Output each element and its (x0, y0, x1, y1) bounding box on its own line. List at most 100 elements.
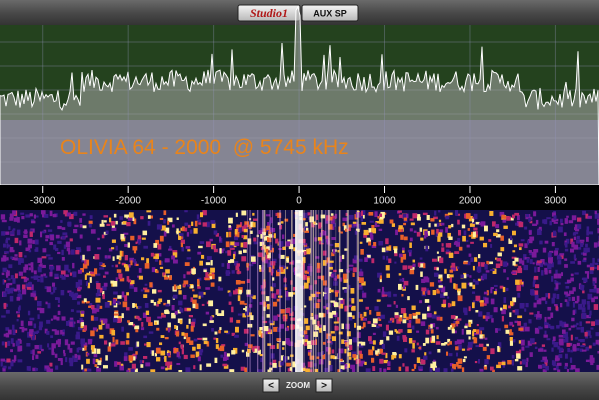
wf-dot (451, 267, 456, 272)
wf-dot (51, 329, 57, 332)
wf-dot (0, 214, 6, 220)
wf-dot (386, 255, 389, 261)
wf-dot (203, 269, 207, 273)
wf-dot (350, 223, 356, 228)
wf-dot (501, 214, 505, 219)
wf-dot (184, 210, 188, 213)
wf-dot (551, 297, 555, 304)
wf-dot (34, 249, 38, 252)
wf-dot (551, 242, 555, 247)
wf-dot (20, 212, 25, 215)
wf-dot (226, 355, 229, 361)
wf-dot (348, 339, 352, 345)
wf-dot (548, 269, 552, 274)
wf-dot (366, 237, 371, 243)
wf-dot (51, 343, 56, 349)
wf-dot (496, 364, 501, 369)
zoom-prev[interactable] (262, 378, 280, 393)
wf-dot (430, 329, 434, 334)
wf-dot (472, 330, 475, 337)
wf-dot (86, 272, 91, 276)
zoom-next[interactable] (315, 378, 333, 393)
wf-dot (315, 302, 320, 309)
wf-carrier (295, 210, 303, 372)
wf-dot (245, 312, 249, 316)
wf-dot (585, 336, 589, 339)
wf-dot (246, 307, 249, 314)
wf-dot (105, 230, 109, 235)
wf-dot (407, 249, 413, 253)
wf-dot (169, 275, 172, 281)
wf-dot (78, 347, 83, 351)
wf-dot (451, 328, 455, 334)
wf-dot (398, 227, 402, 232)
wf-dot (412, 312, 417, 316)
wf-dot (241, 256, 247, 262)
wf-dot (103, 215, 109, 218)
wf-dot (97, 237, 100, 241)
wf-dot (210, 267, 215, 273)
wf-dot (238, 289, 242, 294)
wf-dot (394, 261, 397, 264)
radio-button[interactable] (237, 4, 301, 22)
aux-button[interactable] (301, 4, 359, 22)
wf-dot (420, 359, 426, 365)
wf-dot (339, 300, 344, 305)
wf-dot (573, 324, 578, 328)
wf-dot (529, 250, 532, 256)
wf-dot (449, 363, 454, 367)
wf-dot (29, 332, 34, 338)
wf-dot (417, 262, 421, 267)
wf-dot (369, 232, 373, 239)
wf-dot (450, 315, 456, 319)
wf-dot (17, 314, 20, 318)
wf-dot (56, 316, 60, 321)
wf-dot (72, 262, 75, 269)
wf-dot (585, 247, 590, 253)
wf-dot (241, 349, 245, 353)
wf-dot (512, 261, 516, 266)
wf-dot (164, 227, 170, 234)
wf-dot (436, 251, 439, 254)
wf-dot (260, 233, 264, 239)
wf-dot (193, 365, 196, 370)
wf-dot (157, 243, 162, 250)
wf-dot (472, 329, 477, 333)
wf-dot (371, 323, 377, 327)
wf-dot (456, 339, 462, 345)
wf-dot (132, 353, 136, 358)
wf-dot (124, 214, 128, 218)
wf-dot (259, 265, 262, 270)
wf-dot (61, 227, 66, 230)
wf-dot (137, 275, 141, 278)
wf-dot (114, 361, 118, 367)
wf-dot (169, 245, 172, 250)
wf-dot (378, 318, 382, 321)
wf-dot (575, 348, 580, 351)
wf-dot (199, 364, 202, 371)
wf-dot (127, 320, 130, 323)
wf-dot (156, 357, 161, 362)
wf-dot (66, 247, 71, 251)
wf-dot (484, 225, 488, 232)
wf-dot (333, 275, 338, 281)
wf-dot (348, 304, 352, 308)
wf-dot (589, 335, 592, 339)
wf-dot (59, 274, 63, 278)
wf-dot (323, 325, 326, 332)
wf-dot (568, 297, 571, 302)
wf-dot (236, 224, 242, 228)
wf-dot (520, 339, 525, 346)
wf-dot (26, 343, 31, 347)
wf-dot (243, 249, 247, 253)
wf-dot (549, 250, 554, 254)
wf-dot (375, 350, 378, 355)
wf-dot (61, 257, 65, 261)
wf-dot (547, 263, 552, 270)
wf-dot (592, 266, 597, 270)
wf-dot (328, 365, 333, 371)
wf-dot (365, 368, 371, 374)
wf-dot (490, 348, 495, 355)
wf-dot (273, 233, 276, 239)
wf-dot (67, 343, 71, 350)
